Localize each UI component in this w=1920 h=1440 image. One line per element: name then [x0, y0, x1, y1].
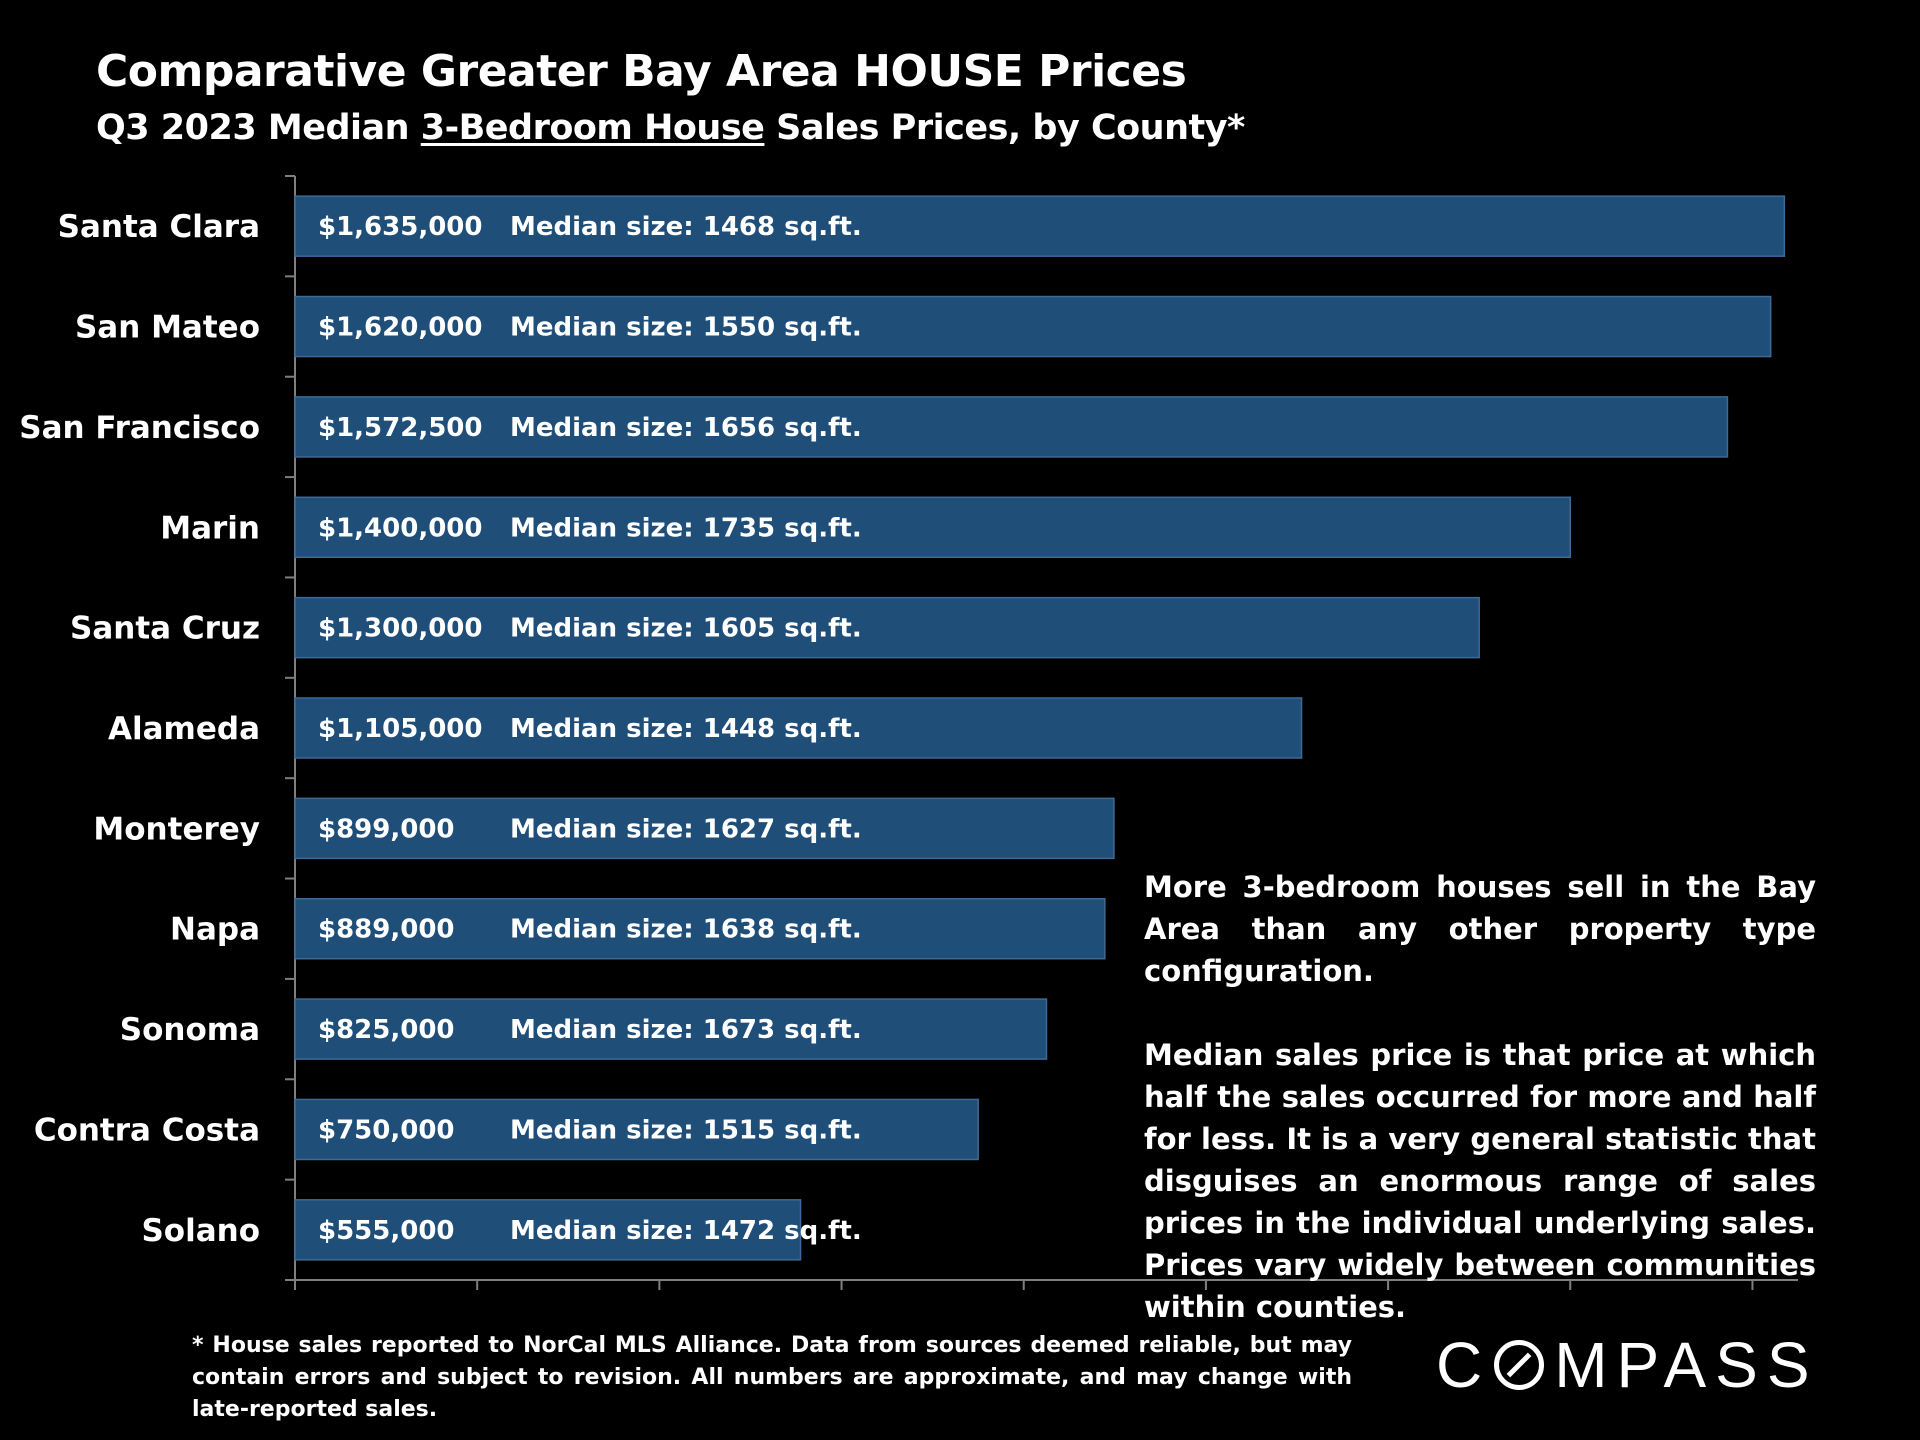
size-label: Median size: 1605 sq.ft.	[510, 614, 862, 644]
value-label: $1,105,000	[318, 714, 482, 744]
bar	[294, 496, 1572, 559]
chart-subtitle: Q3 2023 Median 3-Bedroom House Sales Pri…	[96, 108, 1245, 148]
value-label: $889,000	[318, 915, 455, 945]
value-label: $825,000	[318, 1015, 455, 1045]
bar	[294, 596, 1480, 659]
value-label: $1,635,000	[318, 212, 482, 242]
logo-text-end: MPASS	[1554, 1329, 1819, 1401]
category-label: Monterey	[93, 811, 260, 847]
value-label: $1,300,000	[318, 614, 482, 644]
explanatory-note: More 3-bedroom houses sell in the Bay Ar…	[1144, 866, 1816, 1370]
subtitle-underlined: 3-Bedroom House	[420, 108, 765, 148]
bar	[294, 295, 1772, 358]
bar	[294, 195, 1786, 257]
chart-title: Comparative Greater Bay Area HOUSE Price…	[96, 46, 1187, 97]
compass-logo: C MPASS	[1436, 1328, 1819, 1402]
size-label: Median size: 1515 sq.ft.	[510, 1115, 862, 1145]
category-label: Napa	[170, 912, 260, 948]
size-label: Median size: 1638 sq.ft.	[510, 915, 862, 945]
subtitle-prefix: Q3 2023 Median	[96, 108, 421, 148]
subtitle-suffix: Sales Prices, by County*	[764, 108, 1245, 148]
logo-text-start: C	[1436, 1329, 1492, 1401]
note-paragraph-1: More 3-bedroom houses sell in the Bay Ar…	[1144, 870, 1816, 988]
size-label: Median size: 1673 sq.ft.	[510, 1015, 862, 1045]
size-label: Median size: 1627 sq.ft.	[510, 814, 862, 844]
value-label: $750,000	[318, 1115, 455, 1145]
size-label: Median size: 1550 sq.ft.	[510, 313, 862, 343]
size-label: Median size: 1468 sq.ft.	[510, 212, 862, 242]
bar	[294, 797, 1115, 860]
category-label: Marin	[160, 510, 260, 546]
bar	[294, 697, 1303, 759]
category-label: Contra Costa	[34, 1112, 260, 1148]
category-label: Santa Clara	[58, 209, 260, 245]
bar-chart: Santa Clara $1,635,000 Median size: 1468 s…	[19, 175, 1798, 1290]
category-label: Sonoma	[120, 1012, 260, 1048]
value-label: $555,000	[318, 1216, 455, 1246]
size-label: Median size: 1656 sq.ft.	[510, 413, 862, 443]
category-label: Solano	[141, 1213, 260, 1249]
size-label: Median size: 1448 sq.ft.	[510, 714, 862, 744]
value-label: $1,572,500	[318, 413, 482, 443]
category-label: San Francisco	[19, 410, 260, 446]
note-paragraph-2: Median sales price is that price at whic…	[1144, 1038, 1816, 1324]
category-label: Alameda	[108, 711, 260, 747]
bar	[294, 998, 1048, 1060]
footnote: * House sales reported to NorCal MLS All…	[192, 1333, 1352, 1422]
category-label: San Mateo	[75, 310, 260, 346]
size-label: Median size: 1735 sq.ft.	[510, 513, 862, 543]
bar	[294, 897, 1106, 960]
bar	[294, 1199, 802, 1261]
value-label: $899,000	[318, 814, 455, 844]
value-label: $1,400,000	[318, 513, 482, 543]
bar	[294, 1098, 979, 1161]
value-label: $1,620,000	[318, 313, 482, 343]
size-label: Median size: 1472 sq.ft.	[510, 1216, 862, 1246]
category-label: Santa Cruz	[70, 611, 260, 647]
bar	[294, 396, 1729, 458]
compass-o-icon	[1494, 1340, 1545, 1390]
